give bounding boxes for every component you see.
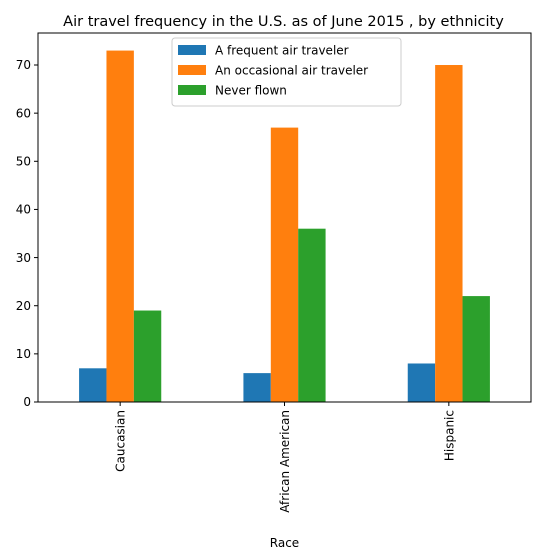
y-tick-label: 20 [16,299,31,313]
bars-group [79,50,490,402]
x-axis: Caucasian African American Hispanic [114,402,456,513]
y-tick-label: 70 [16,58,31,72]
legend-swatch [178,65,206,75]
y-tick-label: 60 [16,106,31,120]
bar-african-american-series-0 [243,373,271,402]
x-tick-label: Caucasian [114,410,128,472]
bar-african-american-series-2 [298,228,326,402]
chart-title: Air travel frequency in the U.S. as of J… [63,14,504,30]
bar-caucasian-series-0 [79,368,107,402]
x-tick-label: African American [278,410,292,513]
legend: A frequent air traveler An occasional air… [171,37,402,107]
bar-african-american-series-1 [270,127,299,402]
legend-label: An occasional air traveler [215,63,368,77]
bar-hispanic-series-1 [435,65,463,402]
legend-label: Never flown [215,83,287,97]
bar-hispanic-series-0 [407,363,436,402]
y-axis: 0 10 20 30 40 50 60 70 [16,58,38,409]
plot-frame [37,32,532,403]
y-tick-label: 40 [16,203,31,217]
bar-caucasian-series-2 [133,310,162,402]
legend-swatch [178,45,206,55]
x-axis-label: Race [270,536,299,550]
bar-hispanic-series-2 [462,296,490,402]
legend-swatch [178,85,206,95]
y-tick-label: 30 [16,251,31,265]
y-tick-label: 50 [16,154,31,168]
legend-label: A frequent air traveler [215,43,349,57]
y-tick-label: 10 [16,347,31,361]
y-tick-label: 0 [23,395,31,409]
bar-caucasian-series-1 [106,50,134,402]
legend-box [171,37,402,107]
x-tick-label: Hispanic [442,410,456,461]
